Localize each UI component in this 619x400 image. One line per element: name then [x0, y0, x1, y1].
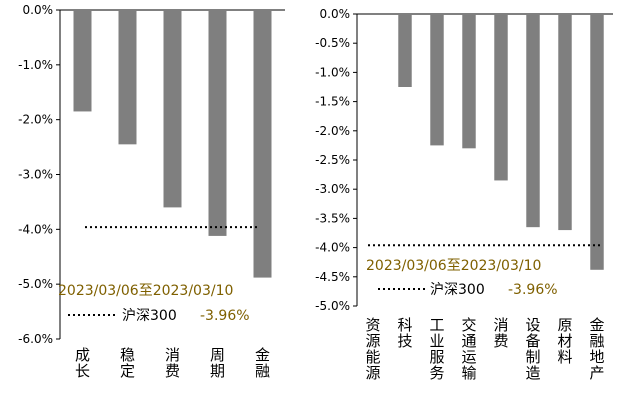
- left-legend-name: 沪深300: [122, 308, 177, 324]
- left-bar: [208, 10, 227, 236]
- left-bar: [118, 10, 137, 145]
- right-category-label: 消费: [493, 316, 508, 350]
- left-category-label: 稳定: [120, 346, 135, 380]
- right-category-label: 科技: [397, 316, 412, 350]
- left-date-range: 2023/03/06至2023/03/10: [58, 283, 233, 299]
- right-y-tick-label: -2.5%: [315, 153, 350, 167]
- right-bar: [494, 14, 508, 181]
- right-category-label: 设备制造: [525, 316, 540, 382]
- right-date-range: 2023/03/06至2023/03/10: [366, 258, 541, 274]
- left-bar: [163, 10, 182, 208]
- right-legend-name: 沪深300: [430, 282, 485, 298]
- right-y-tick-label: -5.0%: [315, 299, 350, 313]
- right-y-tick-label: -3.0%: [315, 182, 350, 196]
- left-category-label: 金融: [255, 346, 270, 380]
- right-y-tick-label: -4.0%: [315, 241, 350, 255]
- right-category-label: 工业服务: [429, 316, 444, 382]
- right-y-tick-label: -2.0%: [315, 124, 350, 138]
- right-category-label: 原材料: [557, 316, 572, 366]
- left-y-tick-label: -6.0%: [18, 332, 53, 346]
- right-y-tick-label: -4.5%: [315, 270, 350, 284]
- right-bar: [398, 14, 412, 87]
- left-legend-value: -3.96%: [200, 308, 250, 324]
- right-y-tick-label: -0.5%: [315, 36, 350, 50]
- right-bar: [430, 14, 444, 146]
- left-category-label: 周期: [210, 346, 225, 380]
- left-y-tick-label: -2.0%: [18, 113, 53, 127]
- right-bar: [590, 14, 604, 270]
- left-bar: [253, 10, 272, 278]
- left-y-tick-label: -5.0%: [18, 277, 53, 291]
- right-bar: [462, 14, 476, 149]
- right-bar: [526, 14, 540, 228]
- left-bar: [73, 10, 92, 112]
- left-y-tick-label: 0.0%: [23, 3, 54, 17]
- right-legend-value: -3.96%: [508, 282, 558, 298]
- right-y-tick-label: -1.5%: [315, 95, 350, 109]
- right-y-tick-label: -1.0%: [315, 65, 350, 79]
- right-category-label: 交通运输: [461, 316, 476, 382]
- right-category-label: 资源能源: [365, 316, 380, 382]
- left-category-label: 成长: [75, 346, 90, 380]
- right-category-label: 金融地产: [589, 316, 604, 382]
- right-bar: [558, 14, 572, 231]
- right-y-tick-label: 0.0%: [320, 7, 351, 21]
- left-y-tick-label: -4.0%: [18, 222, 53, 236]
- left-category-label: 消费: [165, 346, 180, 380]
- left-y-tick-label: -1.0%: [18, 58, 53, 72]
- left-y-tick-label: -3.0%: [18, 168, 53, 182]
- right-y-tick-label: -3.5%: [315, 211, 350, 225]
